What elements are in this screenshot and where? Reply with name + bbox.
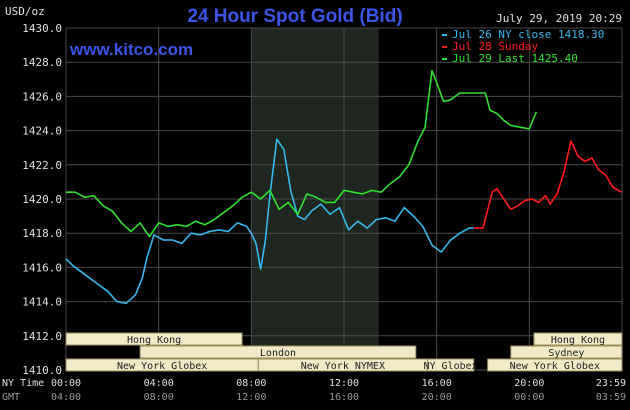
y-tick-label: 1426.0 (22, 90, 62, 103)
x-axis-ticks: NY Time 00:00 04:00 08:00 12:00 16:00 20:00 23:… (2, 378, 626, 403)
x-tick-label: 20:00 (422, 392, 452, 403)
y-axis-ticks: 1430.0 1428.0 1426.0 1424.0 1422.0 1420.0 1418… (22, 22, 62, 377)
watermark: www.kitco.com (69, 40, 193, 59)
y-tick-label: 1412.0 (22, 330, 62, 343)
series-line (66, 70, 538, 238)
y-tick-label: 1422.0 (22, 159, 62, 172)
y-tick-label: 1424.0 (22, 125, 62, 138)
grid-lines (65, 27, 623, 371)
price-series (65, 70, 622, 305)
legend-swatch (442, 34, 447, 36)
x-tick-label: 12:00 (329, 378, 359, 389)
session-label: Hong Kong (551, 335, 605, 346)
session-label: NY Globex (423, 361, 477, 372)
y-tick-label: 1418.0 (22, 227, 62, 240)
session-box (139, 345, 417, 359)
x-tick-label: 23:59 (596, 378, 626, 389)
timestamp: July 29, 2019 20:29 (496, 12, 622, 25)
chart-title: 24 Hour Spot Gold (Bid) (187, 6, 402, 27)
session-label: New York NYMEX (301, 361, 385, 372)
session-box (487, 358, 623, 372)
x-tick-label: 16:00 (329, 392, 359, 403)
y-axis-unit: USD/oz (5, 5, 45, 18)
legend-label: Jul 28 Sunday (452, 40, 538, 53)
trading-sessions: Hong Kong London New York Globex New York N… (65, 332, 623, 372)
session-box (533, 332, 623, 346)
x-tick-label: 00:00 (51, 378, 81, 389)
session-box (65, 332, 243, 346)
x-tick-label: 12:00 (236, 392, 266, 403)
session-label: London (260, 348, 296, 359)
legend-swatch (442, 46, 447, 48)
x-tick-label: 04:00 (51, 392, 81, 403)
x-tick-label: 03:59 (596, 392, 626, 403)
session-label: New York Globex (117, 361, 207, 372)
session-label: New York Globex (510, 361, 600, 372)
y-tick-label: 1428.0 (22, 56, 62, 69)
x-tick-label: 20:00 (514, 378, 544, 389)
x-tick-label: 00:00 (514, 392, 544, 403)
y-tick-label: 1430.0 (22, 22, 62, 35)
x-axis-row-label: GMT (2, 392, 20, 403)
session-box (510, 345, 623, 359)
y-tick-label: 1416.0 (22, 261, 62, 274)
x-tick-label: 08:00 (144, 392, 174, 403)
y-tick-label: 1414.0 (22, 296, 62, 309)
series-line (473, 140, 622, 229)
y-tick-label: 1410.0 (22, 364, 62, 377)
y-tick-label: 1420.0 (22, 193, 62, 206)
series-line (65, 138, 474, 305)
session-box (426, 358, 475, 372)
x-axis-row-label: NY Time (2, 378, 44, 389)
session-label: Sydney (548, 348, 584, 359)
legend-label: Jul 26 NY close 1418.30 (452, 28, 604, 41)
legend-label: Jul 29 Last 1425.40 (452, 52, 578, 65)
session-label: Hong Kong (127, 335, 181, 346)
x-tick-label: 04:00 (144, 378, 174, 389)
x-tick-label: 16:00 (422, 378, 452, 389)
legend-swatch (442, 58, 447, 60)
x-tick-label: 08:00 (236, 378, 266, 389)
